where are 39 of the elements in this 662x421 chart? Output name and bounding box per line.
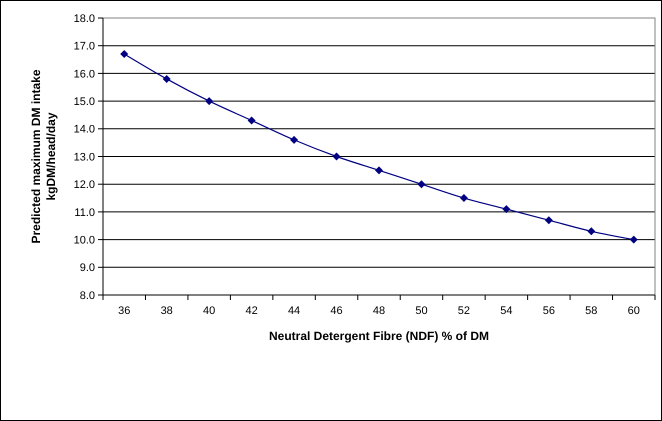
x-tick-label: 40	[203, 305, 216, 317]
point	[332, 152, 341, 160]
point	[587, 227, 596, 236]
y-tick-label: 12.0	[74, 179, 95, 192]
x-tick-label: 42	[245, 305, 258, 317]
x-tick-label: 38	[160, 305, 173, 317]
x-axis-title: Neutral Detergent Fibre (NDF) % of DM	[268, 329, 490, 343]
y-axis-title: Predicted maximum DM intake kgDM/head/day	[29, 69, 58, 244]
y-tick-label: 13.0	[74, 151, 95, 164]
x-tick-label: 50	[415, 305, 428, 317]
point	[162, 74, 171, 83]
point	[290, 136, 298, 144]
point	[120, 50, 128, 58]
x-tick-label: 60	[628, 305, 640, 317]
point	[248, 116, 256, 124]
point	[502, 205, 510, 214]
y-tick-label: 11.0	[74, 206, 95, 219]
x-tick-label: 48	[372, 305, 386, 317]
point	[460, 194, 468, 202]
y-tick-label: 9.0	[80, 262, 95, 274]
y-tick-label: 17.0	[74, 40, 95, 53]
x-tick-label: 44	[288, 305, 300, 317]
y-tick-label: 18.0	[74, 12, 95, 25]
x-tick-label: 36	[118, 305, 130, 317]
x-tick-label: 52	[458, 305, 470, 317]
point	[205, 97, 214, 106]
point	[630, 236, 638, 244]
x-tick-label: 54	[500, 305, 513, 317]
x-tick-label: 58	[585, 305, 598, 317]
point	[544, 216, 553, 224]
y-tick-label: 14.0	[74, 124, 95, 136]
y-tick-label: 10.0	[74, 234, 95, 246]
x-tick-label: 56	[542, 305, 555, 317]
point	[417, 180, 426, 188]
y-tick-label: 8.0	[80, 290, 95, 302]
point	[375, 166, 383, 174]
x-tick-label: 46	[330, 305, 343, 317]
y-tick-label: 15.0	[74, 96, 95, 108]
y-tick-label: 16.0	[74, 68, 95, 80]
